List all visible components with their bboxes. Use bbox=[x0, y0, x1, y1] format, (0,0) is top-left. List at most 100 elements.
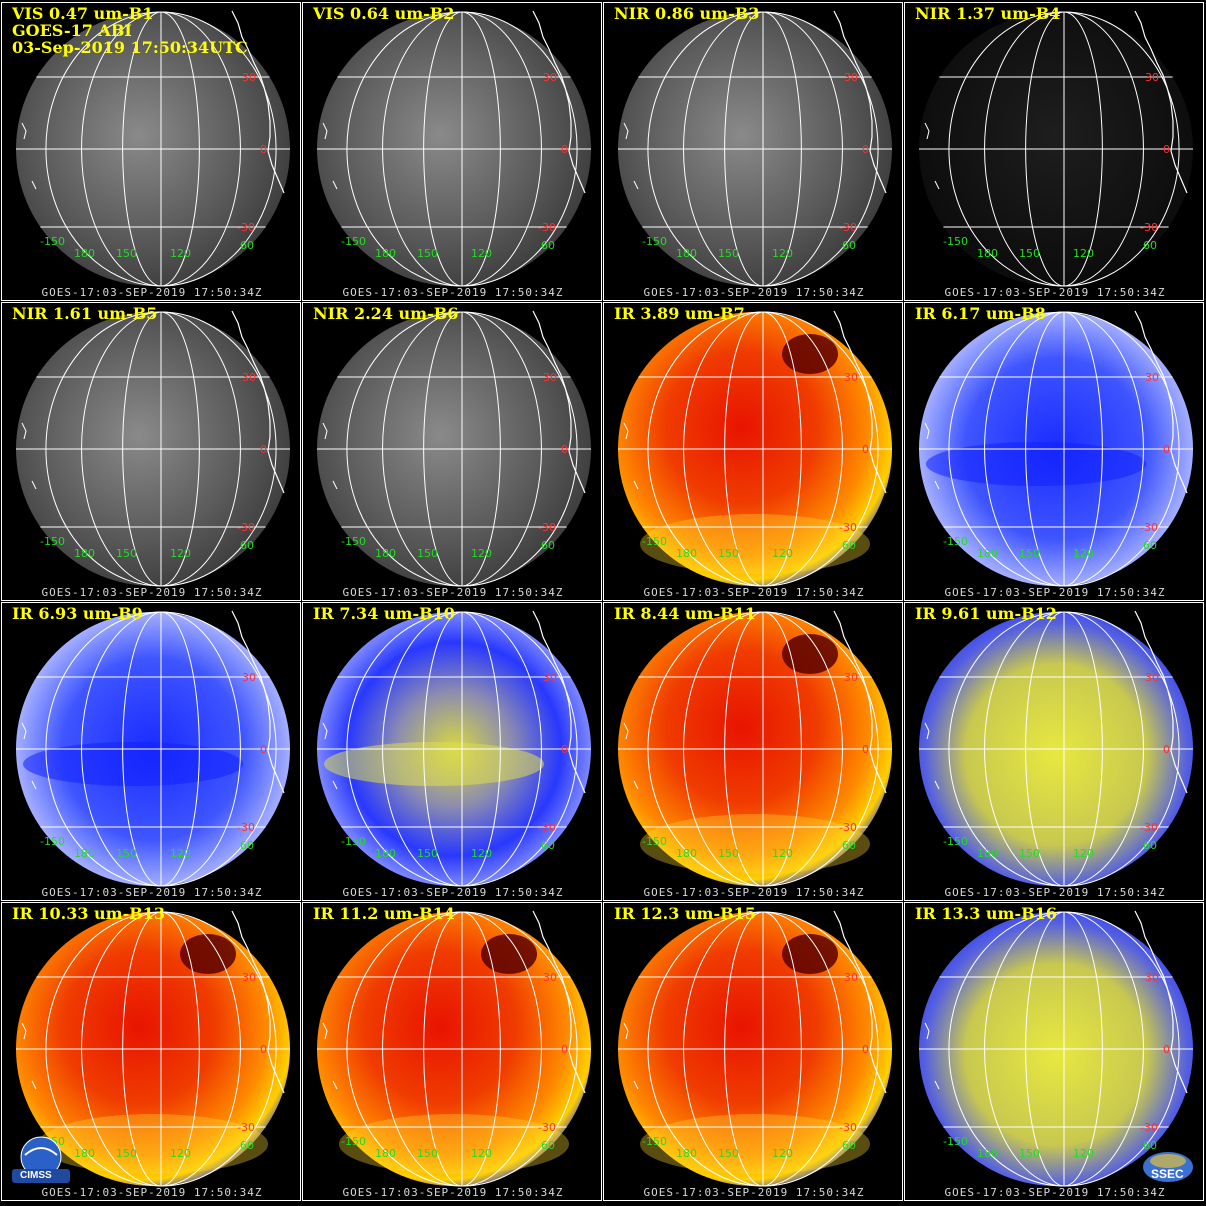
latitude-label: 0 bbox=[862, 443, 869, 456]
latitude-label: -30 bbox=[538, 221, 556, 234]
longitude-label: 150 bbox=[718, 547, 739, 560]
longitude-label: 60 bbox=[1143, 1139, 1157, 1152]
band-title: VIS 0.64 um-B2 bbox=[313, 5, 454, 22]
longitude-label: 120 bbox=[772, 547, 793, 560]
latitude-label: -30 bbox=[538, 821, 556, 834]
longitude-label: 120 bbox=[170, 247, 191, 260]
longitude-label: 60 bbox=[842, 1139, 856, 1152]
latitude-label: 30 bbox=[844, 371, 858, 384]
band-label: VIS 0.64 um-B2 bbox=[313, 4, 455, 23]
latitude-label: -30 bbox=[237, 821, 255, 834]
longitude-label: 150 bbox=[417, 247, 438, 260]
longitude-label: 150 bbox=[1019, 1147, 1040, 1160]
longitude-label: -150 bbox=[341, 1135, 366, 1148]
longitude-label: 120 bbox=[1073, 1147, 1094, 1160]
latitude-label: -30 bbox=[839, 821, 857, 834]
latitude-label: -30 bbox=[237, 1121, 255, 1134]
panel-footer-timestamp: GOES-17:03-SEP-2019 17:50:34Z bbox=[643, 586, 865, 599]
latitude-label: 30 bbox=[1145, 71, 1159, 84]
longitude-label: 120 bbox=[471, 1147, 492, 1160]
latitude-label: 30 bbox=[242, 71, 256, 84]
longitude-label: -150 bbox=[40, 235, 65, 248]
longitude-label: -150 bbox=[40, 835, 65, 848]
latitude-label: 30 bbox=[242, 971, 256, 984]
band-label: IR 11.2 um-B14 bbox=[313, 904, 455, 923]
longitude-label: 120 bbox=[772, 247, 793, 260]
longitude-label: 60 bbox=[240, 1139, 254, 1152]
longitude-label: 120 bbox=[1073, 547, 1094, 560]
longitude-label: 120 bbox=[772, 847, 793, 860]
latitude-label: 0 bbox=[561, 743, 568, 756]
latitude-label: 30 bbox=[844, 71, 858, 84]
longitude-label: 120 bbox=[471, 547, 492, 560]
longitude-label: 180 bbox=[977, 1147, 998, 1160]
longitude-label: 180 bbox=[676, 847, 697, 860]
longitude-label: -150 bbox=[40, 535, 65, 548]
longitude-label: 150 bbox=[417, 1147, 438, 1160]
latitude-label: -30 bbox=[1140, 821, 1158, 834]
panel-footer-timestamp: GOES-17:03-SEP-2019 17:50:34Z bbox=[944, 1186, 1166, 1199]
latitude-label: 30 bbox=[844, 671, 858, 684]
longitude-label: 180 bbox=[977, 547, 998, 560]
band-label: NIR 2.24 um-B6 bbox=[313, 304, 459, 323]
latitude-label: -30 bbox=[839, 1121, 857, 1134]
latitude-label: 30 bbox=[1145, 971, 1159, 984]
longitude-label: 60 bbox=[1143, 839, 1157, 852]
panel-footer-timestamp: GOES-17:03-SEP-2019 17:50:34Z bbox=[643, 886, 865, 899]
latitude-label: 30 bbox=[1145, 671, 1159, 684]
longitude-label: 60 bbox=[541, 839, 555, 852]
band-label: IR 6.17 um-B8 bbox=[915, 304, 1046, 323]
latitude-label: -30 bbox=[839, 221, 857, 234]
longitude-label: 150 bbox=[417, 847, 438, 860]
band-label: NIR 0.86 um-B3 bbox=[614, 4, 760, 23]
longitude-label: -150 bbox=[943, 1135, 968, 1148]
band-panel: 30 0 -30 -150 180 150 120 60 IR 13.3 um-B16 GOES-… bbox=[904, 902, 1204, 1201]
latitude-label: 30 bbox=[543, 671, 557, 684]
panel-footer-timestamp: GOES-17:03-SEP-2019 17:50:34Z bbox=[342, 1186, 564, 1199]
band-label: NIR 1.37 um-B4 bbox=[915, 4, 1061, 23]
longitude-label: 180 bbox=[375, 847, 396, 860]
latitude-label: 30 bbox=[242, 671, 256, 684]
band-label: IR 13.3 um-B16 bbox=[915, 904, 1057, 923]
band-panel: 30 0 -30 -150 180 150 120 60 IR 6.17 um-B8 GOES-1… bbox=[904, 302, 1204, 601]
longitude-label: -150 bbox=[642, 1135, 667, 1148]
longitude-label: -150 bbox=[341, 535, 366, 548]
panel-footer-timestamp: GOES-17:03-SEP-2019 17:50:34Z bbox=[342, 886, 564, 899]
band-panel: 30 0 -30 -150 180 150 120 60 NIR 0.86 um-B3 GOES-… bbox=[603, 2, 903, 301]
latitude-label: 0 bbox=[561, 143, 568, 156]
panel-footer-timestamp: GOES-17:03-SEP-2019 17:50:34Z bbox=[41, 286, 263, 299]
band-title: IR 13.3 um-B16 bbox=[915, 905, 1057, 922]
ssec-logo-text: SSEC bbox=[1151, 1167, 1184, 1181]
band-label: IR 9.61 um-B12 bbox=[915, 604, 1057, 623]
longitude-label: 60 bbox=[240, 539, 254, 552]
panel-footer-timestamp: GOES-17:03-SEP-2019 17:50:34Z bbox=[41, 586, 263, 599]
band-panel: 30 0 -30 -150 180 150 120 60 IR 9.61 um-B12 GOES-… bbox=[904, 602, 1204, 901]
latitude-label: -30 bbox=[538, 1121, 556, 1134]
band-panel: 30 0 -30 -150 180 150 120 60 NIR 2.24 um-B6 GOES-… bbox=[302, 302, 602, 601]
longitude-label: 180 bbox=[977, 247, 998, 260]
latitude-label: 0 bbox=[1163, 143, 1170, 156]
panel-footer-timestamp: GOES-17:03-SEP-2019 17:50:34Z bbox=[944, 286, 1166, 299]
longitude-label: 120 bbox=[1073, 247, 1094, 260]
longitude-label: 120 bbox=[170, 547, 191, 560]
band-panel: 30 0 -30 -150 180 150 120 60 IR 12.3 um-B15 GOES-… bbox=[603, 902, 903, 1201]
latitude-label: -30 bbox=[237, 521, 255, 534]
panel-footer-timestamp: GOES-17:03-SEP-2019 17:50:34Z bbox=[41, 1186, 263, 1199]
longitude-label: 60 bbox=[240, 239, 254, 252]
longitude-label: 60 bbox=[1143, 539, 1157, 552]
latitude-label: 0 bbox=[260, 1043, 267, 1056]
longitude-label: 60 bbox=[1143, 239, 1157, 252]
band-label: IR 10.33 um-B13 bbox=[12, 904, 166, 923]
band-title: IR 9.61 um-B12 bbox=[915, 605, 1057, 622]
panel-footer-timestamp: GOES-17:03-SEP-2019 17:50:34Z bbox=[342, 286, 564, 299]
band-title: VIS 0.47 um-B1 GOES-17 ABI 03-Sep-2019 17:… bbox=[12, 5, 248, 56]
